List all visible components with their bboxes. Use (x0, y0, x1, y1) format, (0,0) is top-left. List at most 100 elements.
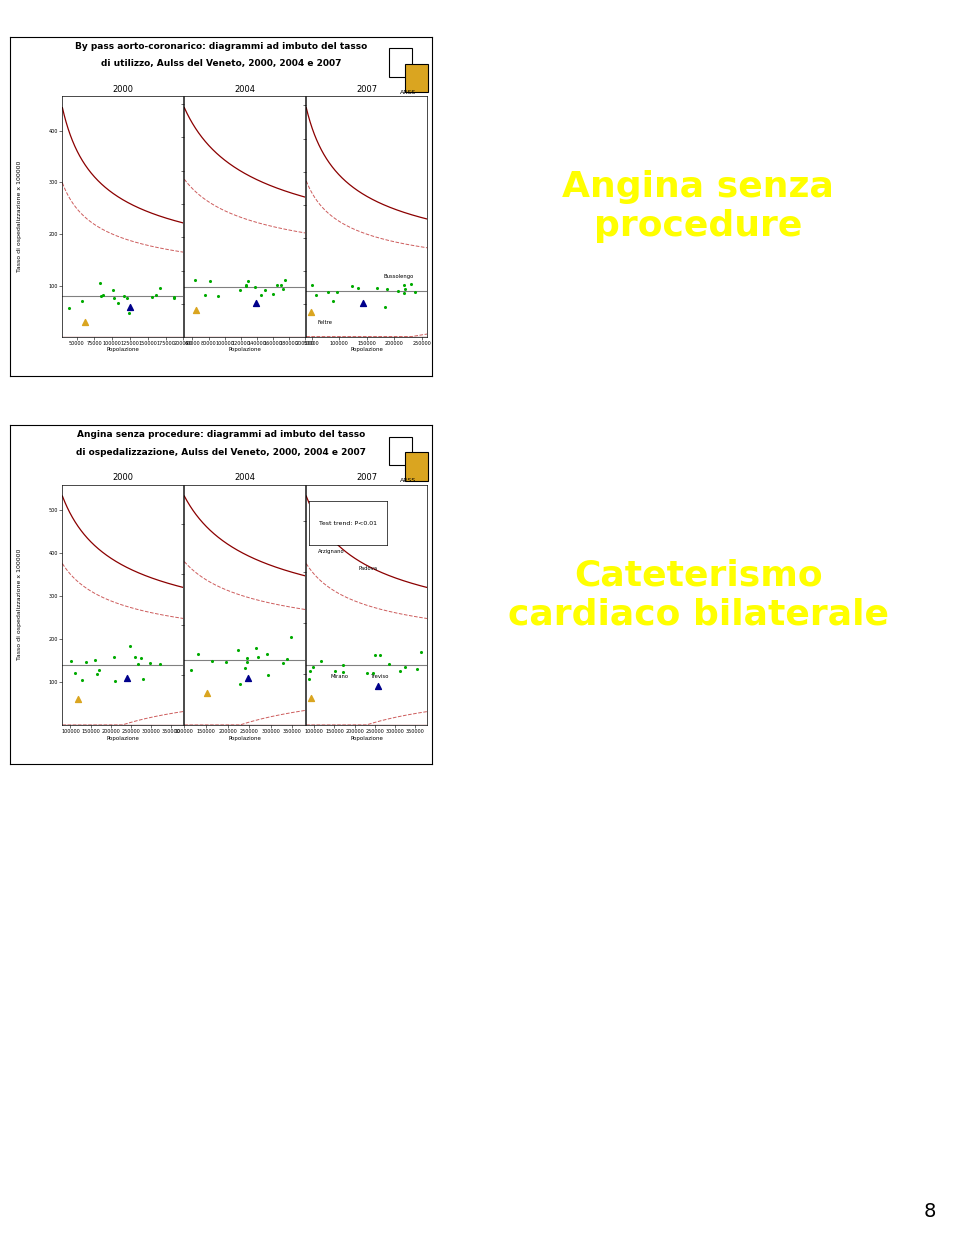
Point (61, 297, 77, 317)
Text: By pass aorto-coronarico: diagrammi ad imbuto del tasso: By pass aorto-coronarico: diagrammi ad i… (75, 42, 367, 51)
Bar (405, 453, 428, 481)
Text: Angina senza
procedure: Angina senza procedure (563, 170, 834, 243)
Point (108, 671, 123, 690)
Point (335, 655, 350, 674)
Point (63, 651, 79, 671)
Point (249, 293, 264, 313)
Point (303, 688, 319, 708)
Point (396, 282, 412, 302)
Text: Tasso di ospedalizzazione x 100000: Tasso di ospedalizzazione x 100000 (16, 160, 22, 272)
Text: Angina senza procedure: diagrammi ad imbuto del tasso: Angina senza procedure: diagrammi ad imb… (77, 430, 365, 439)
Point (135, 668, 151, 688)
Text: ARSS: ARSS (400, 90, 417, 95)
Point (302, 661, 318, 681)
Point (397, 657, 413, 677)
Bar (389, 436, 412, 465)
Point (120, 668, 135, 688)
Point (94, 286, 109, 306)
Text: 2007: 2007 (356, 85, 377, 94)
Point (258, 280, 274, 300)
Text: Padova: Padova (359, 566, 377, 571)
Text: 2007: 2007 (356, 473, 377, 482)
Point (120, 289, 135, 308)
Point (248, 639, 263, 658)
Text: di utilizzo, Aulss del Veneto, 2000, 2004 e 2007: di utilizzo, Aulss del Veneto, 2000, 200… (101, 59, 341, 68)
Point (79, 652, 94, 672)
Point (305, 657, 321, 677)
Point (188, 270, 204, 290)
Point (403, 274, 419, 293)
Point (321, 282, 336, 302)
Point (314, 651, 329, 671)
Point (251, 647, 266, 667)
Point (107, 647, 122, 667)
Point (166, 287, 181, 307)
Point (183, 661, 199, 681)
Point (152, 653, 167, 673)
Text: ARSS: ARSS (400, 478, 417, 483)
Point (89, 665, 105, 684)
Point (270, 275, 285, 295)
Point (91, 661, 107, 681)
Point (371, 676, 386, 695)
Text: Bussolengo: Bussolengo (383, 274, 414, 279)
Point (261, 665, 276, 684)
Point (203, 271, 218, 291)
Point (77, 312, 92, 332)
Point (407, 281, 422, 301)
Point (96, 285, 111, 305)
Point (248, 277, 263, 297)
Point (240, 271, 255, 291)
Point (397, 279, 413, 298)
Text: di ospedalizzazione, Aulss del Veneto, 2000, 2004 e 2007: di ospedalizzazione, Aulss del Veneto, 2… (76, 448, 366, 456)
Point (355, 293, 371, 313)
Point (67, 663, 83, 683)
Point (238, 276, 253, 296)
Point (372, 645, 388, 665)
Point (390, 281, 405, 301)
Bar (405, 64, 428, 92)
Point (70, 689, 85, 709)
Text: 2000: 2000 (112, 473, 133, 482)
Bar (389, 48, 412, 76)
Text: Mirano: Mirano (330, 674, 348, 679)
Point (303, 302, 319, 322)
Point (122, 297, 137, 317)
Point (366, 663, 381, 683)
Point (409, 660, 424, 679)
Point (148, 285, 163, 305)
Point (116, 286, 132, 306)
Point (381, 653, 396, 673)
Point (329, 282, 345, 302)
Point (414, 642, 429, 662)
Point (240, 668, 255, 688)
Point (105, 280, 120, 300)
Point (218, 652, 233, 672)
Text: Arzignano: Arzignano (319, 550, 345, 555)
Point (200, 683, 215, 703)
Text: 2000: 2000 (112, 85, 133, 94)
Point (127, 647, 142, 667)
Point (393, 662, 408, 682)
Point (190, 644, 205, 663)
Point (304, 275, 320, 295)
Text: Cateterismo
cardiaco bilaterale: Cateterismo cardiaco bilaterale (508, 559, 889, 631)
Point (279, 650, 295, 670)
Point (379, 279, 395, 298)
Text: 2004: 2004 (234, 85, 255, 94)
X-axis label: Popolazione: Popolazione (350, 348, 383, 353)
Point (166, 287, 181, 307)
Point (350, 277, 366, 297)
Point (368, 645, 383, 665)
Point (133, 649, 149, 668)
Point (188, 301, 204, 321)
Point (240, 652, 255, 672)
Point (360, 663, 375, 683)
Point (377, 297, 393, 317)
Point (229, 640, 245, 660)
X-axis label: Popolazione: Popolazione (107, 736, 139, 741)
Point (144, 287, 159, 307)
Point (253, 285, 269, 305)
Text: Tasso di ospedalizzazione x 100000: Tasso di ospedalizzazione x 100000 (16, 549, 22, 661)
Point (131, 653, 146, 673)
